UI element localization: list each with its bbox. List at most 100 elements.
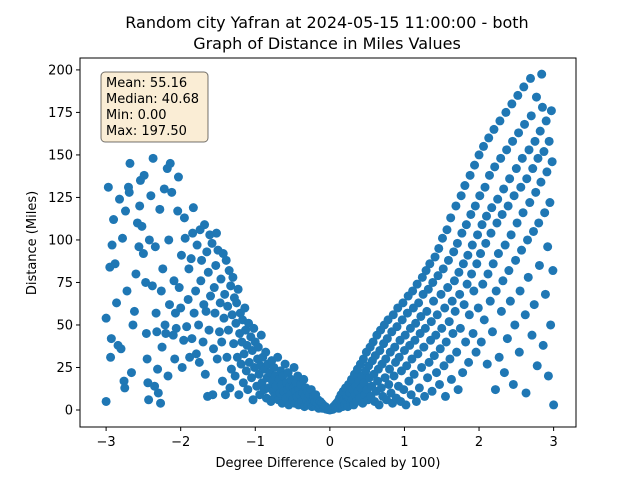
- data-point: [411, 396, 421, 406]
- data-point: [481, 238, 491, 248]
- data-point: [417, 272, 427, 282]
- data-point: [374, 400, 384, 410]
- data-point: [493, 249, 503, 259]
- data-point: [496, 306, 506, 316]
- data-point: [526, 111, 536, 121]
- data-point: [150, 381, 160, 391]
- data-point: [124, 187, 134, 197]
- data-point: [107, 240, 117, 250]
- data-point: [528, 226, 538, 236]
- data-point: [510, 320, 520, 330]
- y-tick-label: 125: [48, 191, 73, 206]
- data-point: [507, 99, 517, 109]
- data-point: [530, 136, 540, 146]
- data-point: [548, 266, 558, 276]
- data-point: [419, 342, 429, 352]
- data-point: [163, 371, 173, 381]
- y-tick-label: 200: [48, 63, 73, 78]
- data-point: [182, 322, 192, 332]
- data-point: [408, 286, 418, 296]
- data-point: [494, 352, 504, 362]
- data-point: [146, 191, 156, 201]
- data-point: [203, 267, 213, 277]
- data-point: [161, 328, 171, 338]
- data-point: [523, 272, 533, 282]
- data-point: [225, 383, 235, 393]
- data-point: [524, 145, 534, 155]
- data-point: [120, 383, 130, 393]
- data-point: [401, 400, 411, 410]
- data-point: [521, 388, 531, 398]
- data-point: [209, 283, 219, 293]
- data-point: [413, 349, 423, 359]
- y-axis-ticks: 0 25 50 75 100 125 150 175 200: [48, 63, 80, 418]
- data-point: [499, 184, 509, 194]
- data-point: [537, 69, 547, 79]
- data-point: [368, 337, 378, 347]
- data-point: [449, 247, 459, 257]
- data-point: [106, 352, 116, 362]
- data-point: [199, 300, 209, 310]
- data-point: [469, 286, 479, 296]
- data-point: [452, 347, 462, 357]
- data-point: [202, 247, 212, 257]
- data-point: [168, 330, 178, 340]
- data-point: [143, 378, 153, 388]
- data-point: [186, 254, 196, 264]
- data-point: [420, 323, 430, 333]
- data-point: [390, 342, 400, 352]
- data-point: [516, 182, 526, 192]
- data-point: [448, 328, 458, 338]
- data-point: [223, 325, 233, 335]
- data-point: [445, 354, 455, 364]
- data-point: [165, 158, 175, 168]
- data-point: [119, 376, 129, 386]
- data-point: [214, 327, 224, 337]
- data-point: [101, 313, 111, 323]
- data-point: [496, 153, 506, 163]
- data-point: [137, 221, 147, 231]
- data-point: [176, 250, 186, 260]
- data-point: [402, 361, 412, 371]
- data-point: [438, 264, 448, 274]
- data-point: [194, 357, 204, 367]
- data-point: [432, 310, 442, 320]
- data-point: [439, 361, 449, 371]
- data-point: [373, 376, 383, 386]
- data-point: [131, 269, 141, 279]
- data-point: [473, 230, 483, 240]
- data-point: [112, 298, 122, 308]
- data-point: [219, 313, 229, 323]
- stat-median: Median: 40.68: [106, 92, 199, 107]
- data-point: [534, 218, 544, 228]
- data-point: [514, 128, 524, 138]
- data-point: [519, 82, 529, 92]
- data-point: [490, 385, 500, 395]
- data-point: [139, 170, 149, 180]
- data-point: [240, 303, 250, 313]
- data-point: [476, 337, 486, 347]
- data-point: [212, 354, 222, 364]
- data-point: [427, 386, 437, 396]
- data-point: [446, 213, 456, 223]
- data-point: [196, 276, 206, 286]
- data-point: [416, 311, 426, 321]
- data-point: [518, 208, 528, 218]
- data-point: [412, 279, 422, 289]
- data-point: [229, 339, 239, 349]
- y-tick-label: 75: [56, 276, 73, 291]
- data-point: [528, 164, 538, 174]
- data-point: [470, 160, 480, 170]
- data-point: [423, 284, 433, 294]
- y-tick-label: 100: [48, 233, 73, 248]
- data-point: [173, 172, 183, 182]
- data-point: [505, 174, 515, 184]
- data-point: [431, 330, 441, 340]
- data-point: [406, 390, 416, 400]
- data-point: [103, 182, 113, 192]
- data-point: [464, 357, 474, 367]
- data-point: [479, 141, 489, 151]
- data-point: [200, 369, 210, 379]
- chart-title-line1: Random city Yafran at 2024-05-15 11:00:0…: [125, 13, 528, 32]
- data-point: [155, 204, 165, 214]
